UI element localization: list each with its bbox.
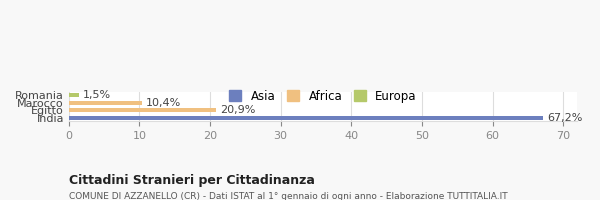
Bar bbox=[69, 93, 79, 97]
Legend: Asia, Africa, Europa: Asia, Africa, Europa bbox=[226, 86, 420, 106]
Bar bbox=[69, 116, 544, 120]
Text: 67,2%: 67,2% bbox=[547, 113, 583, 123]
Text: COMUNE DI AZZANELLO (CR) - Dati ISTAT al 1° gennaio di ogni anno - Elaborazione : COMUNE DI AZZANELLO (CR) - Dati ISTAT al… bbox=[69, 192, 508, 200]
Text: Cittadini Stranieri per Cittadinanza: Cittadini Stranieri per Cittadinanza bbox=[69, 174, 314, 187]
Text: 1,5%: 1,5% bbox=[83, 90, 111, 100]
Text: 10,4%: 10,4% bbox=[146, 98, 181, 108]
Bar bbox=[69, 108, 217, 112]
Text: 20,9%: 20,9% bbox=[220, 105, 255, 115]
Bar bbox=[69, 101, 142, 105]
